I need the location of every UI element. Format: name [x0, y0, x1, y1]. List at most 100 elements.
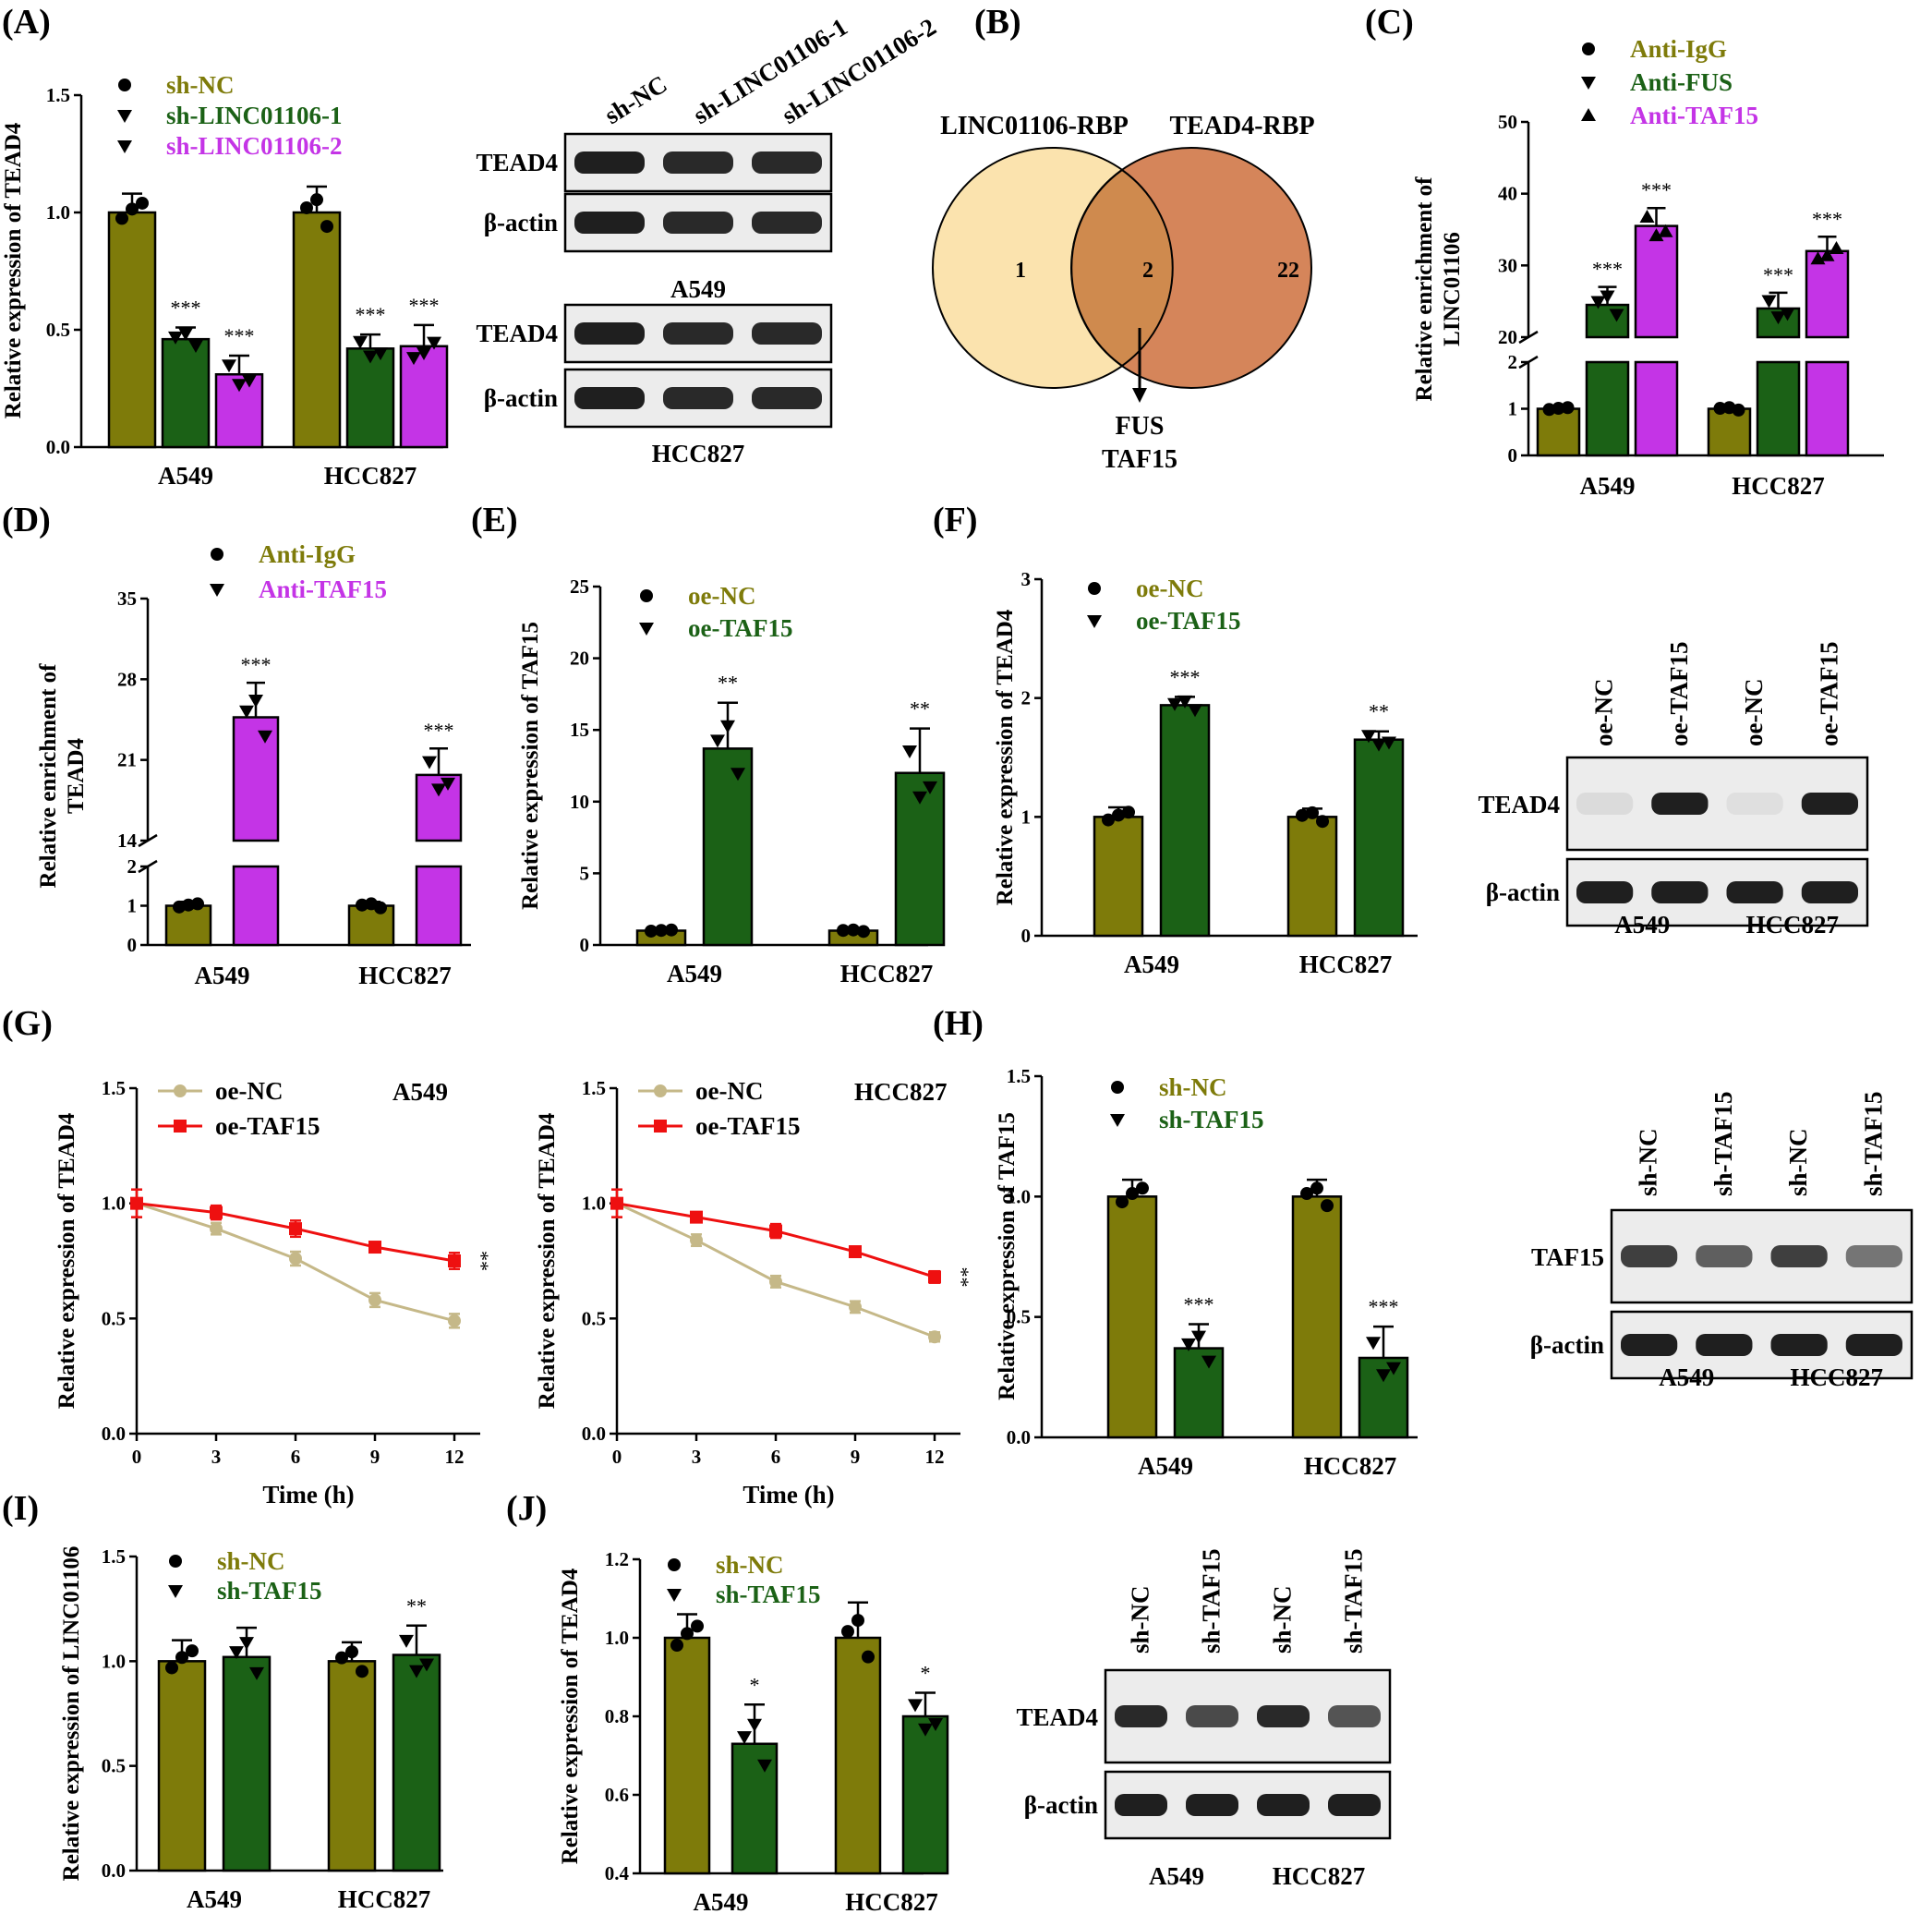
y-axis-title-line: TEAD4 — [64, 738, 89, 814]
y-tick-label: 30 — [1498, 254, 1517, 276]
row-label: β-actin — [1530, 1331, 1604, 1359]
data-point — [670, 1639, 683, 1653]
significance-label: ** — [1369, 700, 1389, 723]
legend-label: sh-LINC01106-2 — [166, 132, 343, 160]
data-point — [1361, 730, 1376, 744]
data-point — [353, 335, 368, 349]
x-category-label: A549 — [187, 1885, 242, 1913]
data-point — [645, 924, 658, 938]
data-point — [310, 193, 323, 207]
chart-title: HCC827 — [854, 1078, 948, 1106]
legend-marker — [1581, 108, 1596, 121]
data-point — [902, 745, 917, 758]
significance-label: *** — [1184, 1292, 1214, 1315]
legend-label: oe-TAF15 — [1136, 607, 1240, 635]
y-tick-label: 1.2 — [605, 1548, 629, 1570]
blot-F--actin-band — [1651, 881, 1709, 903]
bar-anti-taf15-a549-upper — [1634, 224, 1679, 339]
x-category-label: HCC827 — [1732, 472, 1825, 500]
y-tick-label: 1 — [1021, 806, 1032, 828]
data-point — [178, 327, 193, 341]
bar-sh-nc-hcc827 — [834, 1636, 882, 1875]
data-point — [239, 1637, 254, 1651]
legend-marker — [1581, 77, 1596, 90]
data-point — [1829, 241, 1844, 255]
row-label: TEAD4 — [476, 320, 558, 347]
data-point — [1590, 296, 1606, 309]
bar-sh-taf15-hcc827 — [1358, 1356, 1409, 1439]
significance-label: *** — [424, 719, 454, 742]
data-point — [1126, 1187, 1139, 1201]
blot-H--actin-band — [1621, 1334, 1678, 1356]
y-tick-label: 0.0 — [1007, 1426, 1031, 1448]
blot-a-hcc827--actin-band — [752, 387, 822, 409]
data-point — [769, 1224, 782, 1238]
legend-label: Anti-TAF15 — [259, 575, 387, 603]
x-axis-title: Time (h) — [262, 1481, 354, 1508]
data-point — [1167, 697, 1182, 711]
data-point — [242, 374, 257, 388]
data-point — [136, 196, 149, 210]
lane-label: oe-TAF15 — [1665, 642, 1693, 746]
blot-a-a549--actin-band — [574, 212, 645, 234]
x-category-label: A549 — [667, 960, 722, 987]
x-tick-label: 12 — [445, 1446, 465, 1468]
data-point — [691, 1619, 704, 1633]
bar-sh-nc-hcc827 — [292, 211, 342, 449]
data-point — [1552, 402, 1565, 416]
legend-label: sh-NC — [716, 1551, 784, 1579]
data-point — [1770, 311, 1786, 325]
panel-label-f: (F) — [933, 501, 978, 539]
row-label: β-actin — [484, 209, 558, 236]
y-tick-label: 0.5 — [102, 1307, 126, 1329]
y-tick-label: 50 — [1498, 111, 1517, 133]
blot-a-a549--actin-band — [663, 212, 733, 234]
blot-H-taf15-band — [1696, 1245, 1753, 1267]
data-point — [409, 1665, 424, 1678]
y-tick-label: 10 — [570, 791, 589, 813]
blot-F-tead4-band — [1576, 793, 1634, 815]
bar-anti-taf15-a549-lower — [1634, 360, 1679, 457]
y-tick-label: 0.0 — [46, 436, 70, 458]
blot-J--actin-band — [1328, 1794, 1381, 1816]
significance-label: *** — [409, 294, 440, 317]
y-tick-label: 1.5 — [46, 84, 70, 106]
blot-J-tead4-band — [1328, 1705, 1381, 1727]
y-axis-title: Relative expression of LINC01106 — [59, 1546, 84, 1882]
bar-anti-fus-hcc827-lower — [1756, 360, 1801, 457]
data-point — [374, 901, 387, 915]
data-point — [320, 220, 333, 234]
data-point — [115, 212, 128, 225]
y-tick-label: 0 — [1508, 444, 1518, 466]
legend-marker — [118, 79, 131, 91]
chart-h: 0.0 0.5 1.0 1.5 Relative expression of TAF15… — [995, 1065, 1418, 1480]
blot-J-tead4-band — [1257, 1705, 1310, 1727]
data-point — [1191, 1330, 1206, 1344]
significance-label: *** — [1641, 178, 1672, 201]
western-blot-h: sh-NC sh-TAF15 sh-NC sh-TAF15 TAF15 β-actin A5… — [1530, 1091, 1914, 1391]
chart-g-hcc827: 0.0 0.5 1.0 1.5 0 3 6 9 12 Time (h) Relative expre… — [535, 1077, 973, 1508]
x-tick-label: 6 — [771, 1446, 781, 1468]
lane-label: sh-NC — [599, 70, 671, 129]
legend-label: sh-NC — [166, 71, 235, 99]
venn-left-count: 1 — [1015, 259, 1026, 283]
chart-g-a549: 0.0 0.5 1.0 1.5 0 3 6 9 12 Time (h) Relative expre… — [54, 1077, 493, 1508]
bar-anti-taf15-a549-upper — [232, 716, 280, 842]
data-point — [681, 1627, 694, 1641]
legend-marker — [640, 589, 653, 602]
y-tick-label: 0.5 — [1007, 1306, 1031, 1328]
chart-j: 0.4 0.6 0.8 1.0 1.2 Relative expression of TE… — [558, 1548, 949, 1914]
data-point — [1116, 1195, 1129, 1209]
legend-label: Anti-TAF15 — [1630, 102, 1758, 129]
significance-label: *** — [1369, 1295, 1399, 1318]
y-tick-label: 0.5 — [582, 1307, 606, 1329]
data-point — [1201, 1355, 1216, 1369]
chart-i: 0.0 0.5 1.0 1.5 Relative expression of LINC0… — [59, 1545, 443, 1913]
y-tick-label: 1.5 — [102, 1077, 126, 1099]
data-point — [849, 1245, 862, 1259]
legend-marker — [117, 140, 132, 153]
data-point — [1561, 401, 1575, 415]
y-tick-label: 1.5 — [582, 1077, 606, 1099]
bar-sh-taf15-a549 — [222, 1655, 272, 1872]
